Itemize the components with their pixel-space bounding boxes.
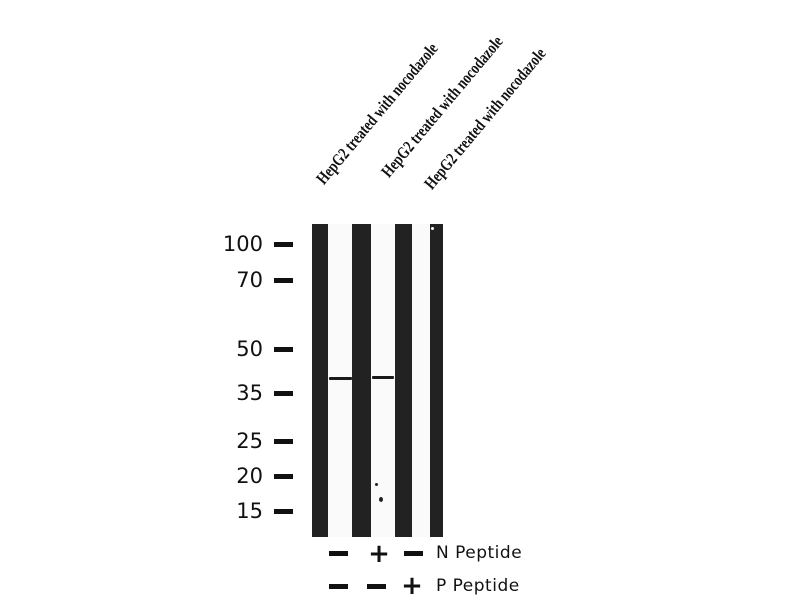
mw-label: 20 bbox=[236, 464, 263, 488]
plus-sign: + bbox=[401, 571, 423, 601]
mw-label: 50 bbox=[236, 337, 263, 361]
mw-label: 15 bbox=[236, 499, 263, 523]
plus-sign: + bbox=[368, 539, 390, 569]
mw-label: 25 bbox=[236, 429, 263, 453]
protein-band-lane-2 bbox=[372, 376, 394, 379]
minus-sign bbox=[329, 551, 348, 556]
minus-sign bbox=[329, 584, 348, 589]
lane-separator bbox=[395, 224, 412, 537]
mw-label: 70 bbox=[236, 268, 263, 292]
lane-separator bbox=[430, 224, 443, 537]
minus-sign bbox=[404, 551, 423, 556]
blot-speck bbox=[431, 227, 434, 230]
lane-separator bbox=[352, 224, 371, 537]
mw-tick bbox=[274, 509, 293, 514]
protein-band-lane-1 bbox=[329, 377, 352, 380]
mw-tick bbox=[274, 439, 293, 444]
mw-label: 100 bbox=[222, 232, 263, 256]
blot-speck bbox=[375, 483, 378, 486]
blot-image bbox=[312, 224, 443, 537]
mw-tick bbox=[274, 278, 293, 283]
mw-tick bbox=[274, 474, 293, 479]
blot-speck bbox=[379, 497, 383, 502]
p-peptide-label: P Peptide bbox=[436, 576, 520, 596]
lane-separator bbox=[312, 224, 328, 537]
mw-tick bbox=[274, 391, 293, 396]
mw-tick bbox=[274, 347, 293, 352]
minus-sign bbox=[367, 584, 386, 589]
mw-tick bbox=[274, 242, 293, 247]
mw-label: 35 bbox=[236, 381, 263, 405]
n-peptide-label: N Peptide bbox=[436, 543, 523, 563]
